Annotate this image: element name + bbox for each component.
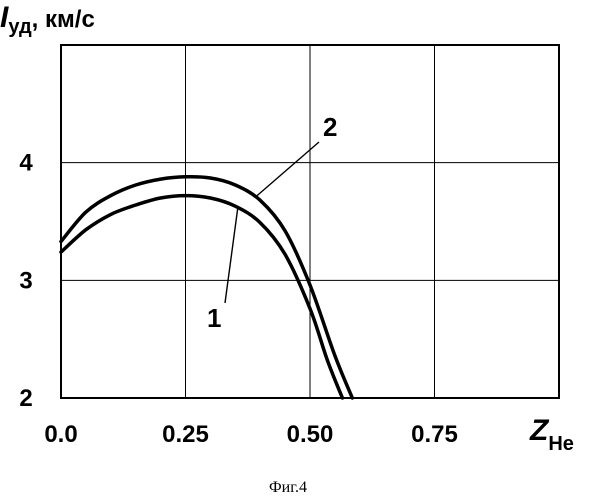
series-lines [61,177,352,398]
series-line-1 [61,196,342,398]
x-axis-title: ZHe [529,414,574,455]
tick-labels: 0.0 0.25 0.50 0.75 2 3 4 [19,150,458,448]
y-axis-title: Iуд, км/с [0,1,95,38]
series-line-2 [61,177,352,398]
series-leader-lines [225,142,319,303]
x-tick-label: 0.0 [44,421,77,448]
y-tick-label: 4 [19,150,33,177]
y-axis-subscript: уд [8,16,32,38]
chart-grid [61,45,559,398]
y-tick-label: 3 [19,267,32,294]
x-axis-symbol: Z [529,414,550,447]
figure-caption: Фиг.4 [269,479,307,496]
x-tick-label: 0.75 [411,421,458,448]
leader-line-1 [225,208,238,303]
x-tick-label: 0.25 [162,421,209,448]
x-axis-subscript: He [548,433,574,455]
y-axis-unit: , км/с [32,6,95,33]
x-tick-label: 0.50 [287,421,334,448]
series-label-2: 2 [323,112,337,142]
y-tick-label: 2 [19,385,32,412]
series-label-1: 1 [207,303,221,333]
leader-line-2 [255,142,319,197]
